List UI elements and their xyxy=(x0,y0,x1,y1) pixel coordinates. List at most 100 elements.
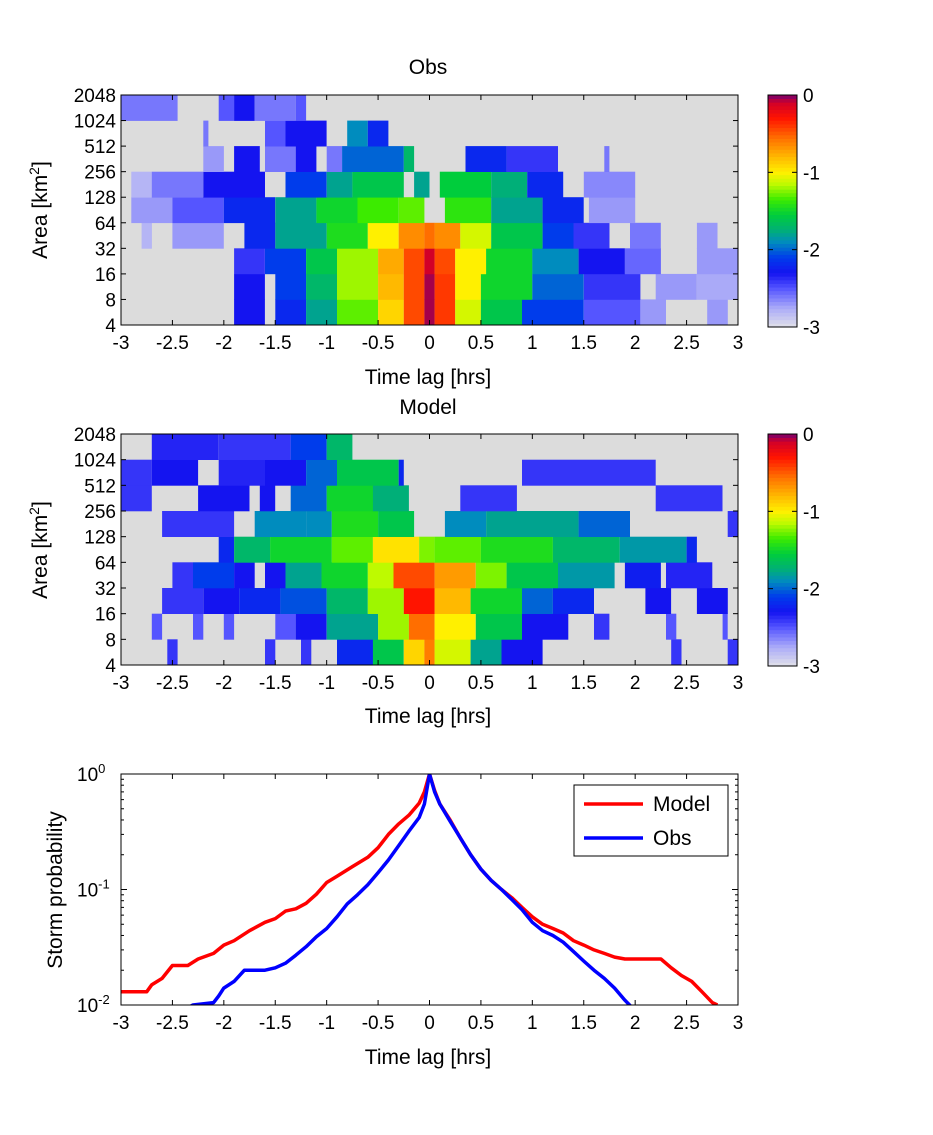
model-heatmap-cell xyxy=(434,588,471,614)
model-xtick-label: 1.5 xyxy=(571,673,597,694)
model-ylabel-base: Area [km xyxy=(29,515,52,599)
obs-colorbar-segment xyxy=(768,319,797,324)
model-colorbar-segment xyxy=(768,600,797,605)
obs-colorbar-segment xyxy=(768,120,797,125)
obs-heatmap-cell xyxy=(486,248,533,275)
line-xtick-label: 3 xyxy=(733,1013,744,1034)
obs-colorbar-segment xyxy=(768,250,797,255)
model-heatmap-cell xyxy=(218,434,291,460)
model-colorbar-segment xyxy=(768,499,797,504)
model-colorbar-segment xyxy=(768,531,797,536)
model-heatmap-cell xyxy=(506,562,558,589)
line-xtick-label: -3 xyxy=(113,1013,130,1034)
obs-heatmap-cells xyxy=(121,95,738,326)
obs-heatmap-cell xyxy=(655,273,697,300)
line-xtick-label: 0.5 xyxy=(468,1013,494,1034)
obs-heatmap-cell xyxy=(434,248,456,275)
model-ytick-label: 128 xyxy=(84,528,116,549)
model-heatmap-cell xyxy=(475,562,507,589)
obs-colorbar-segment xyxy=(768,105,797,110)
obs-colorbar-segment xyxy=(768,294,797,299)
obs-heatmap-cell xyxy=(347,120,368,147)
model-heatmap-cell xyxy=(558,562,615,589)
obs-heatmap-cell xyxy=(424,248,435,275)
model-colorbar-segment xyxy=(768,506,797,511)
model-heatmap-cell xyxy=(424,639,435,666)
obs-heatmap-cell xyxy=(151,171,204,198)
obs-heatmap-cell xyxy=(696,248,738,275)
obs-colorbar-segment xyxy=(768,163,797,168)
obs-colorbar-segment xyxy=(768,301,797,306)
obs-colorbar-segment xyxy=(768,142,797,147)
probability-line-panel: -3 -2.5 -2 -1.5 -1 -0.5 0 0.5 1 1.5 2 2.5 3 100 10-1 10… xyxy=(44,761,743,1069)
model-heatmap-cell xyxy=(727,639,738,666)
obs-ytick-label: 2048 xyxy=(74,86,116,107)
model-colorbar-segment xyxy=(768,528,797,533)
model-heatmap-cell xyxy=(578,511,630,537)
line-xtick-label: 1 xyxy=(527,1013,538,1034)
obs-xtick-label: 2 xyxy=(630,333,641,354)
model-colorbar-segment xyxy=(768,589,797,594)
model-heatmap-cell xyxy=(198,485,250,512)
model-heatmap-cell xyxy=(218,536,235,563)
obs-ylabel: Area [km2] xyxy=(26,161,52,259)
obs-heatmap-cell xyxy=(326,222,368,249)
model-heatmap-cell xyxy=(403,639,425,666)
model-colorbar-segment xyxy=(768,571,797,576)
model-colorbar-segment xyxy=(768,546,797,551)
model-heatmap-cell xyxy=(254,511,307,537)
model-ylabel-end: ] xyxy=(29,501,52,507)
model-heatmap-cell xyxy=(470,588,522,614)
line-xlabel: Time lag [hrs] xyxy=(365,1046,491,1069)
model-colorbar-segment xyxy=(768,608,797,613)
model-colorbar-segment xyxy=(768,662,797,667)
model-colorbar-segment xyxy=(768,560,797,565)
model-colorbar-segment xyxy=(768,477,797,482)
obs-ylabel-end: ] xyxy=(29,161,52,167)
model-heatmap-cell xyxy=(301,639,312,666)
model-heatmap-cell xyxy=(151,613,163,640)
model-heatmap-cell xyxy=(486,511,579,537)
model-heatmap-cell xyxy=(393,562,435,589)
model-colorbar-segment xyxy=(768,470,797,475)
obs-colorbar-segment xyxy=(768,225,797,230)
model-xtick-label: -2.5 xyxy=(156,673,189,694)
obs-colorbar-segment xyxy=(768,308,797,313)
obs-colorbar-segment xyxy=(768,203,797,208)
model-colorbar-segment xyxy=(768,473,797,478)
model-heatmap-cell xyxy=(326,485,373,512)
model-heatmap-cell xyxy=(367,588,404,614)
model-colorbar-segment xyxy=(768,629,797,634)
obs-colorbar-segment xyxy=(768,229,797,234)
obs-colorbar-segment xyxy=(768,102,797,107)
obs-colorbar-segment xyxy=(768,323,797,328)
obs-colorbar-segment xyxy=(768,236,797,241)
model-colorbar-segment xyxy=(768,553,797,558)
model-heatmap-cell xyxy=(290,485,327,512)
obs-colorbar-segment xyxy=(768,138,797,143)
model-heatmap-cell xyxy=(306,511,332,537)
obs-heatmap-cell xyxy=(578,248,625,275)
obs-heatmap-cell xyxy=(624,248,661,275)
obs-colorbar-segment xyxy=(768,290,797,295)
obs-heatmap-cell xyxy=(403,273,425,300)
obs-heatmap-cell xyxy=(367,120,389,147)
obs-heatmap-cell xyxy=(522,299,584,326)
obs-xtick-label: 1.5 xyxy=(571,333,597,354)
obs-heatmap-cell xyxy=(424,222,435,249)
obs-heatmap-cell xyxy=(542,222,574,249)
model-heatmap-cell xyxy=(372,639,404,666)
obs-ytick-label: 64 xyxy=(95,214,117,235)
model-colorbar-segment xyxy=(768,434,797,439)
model-heatmap-cell xyxy=(167,639,178,666)
obs-heatmap-cell xyxy=(234,146,260,172)
model-colorbar-segment xyxy=(768,615,797,620)
model-colorbar-segment xyxy=(768,513,797,518)
obs-heatmap-cell xyxy=(244,222,276,249)
obs-colorbar-segment xyxy=(768,131,797,136)
model-heatmap-cell xyxy=(265,639,276,666)
model-xtick-label: 0 xyxy=(424,673,435,694)
obs-title: Obs xyxy=(409,56,448,79)
obs-colorbar-segment xyxy=(768,192,797,197)
obs-xtick-label: 0.5 xyxy=(468,333,494,354)
